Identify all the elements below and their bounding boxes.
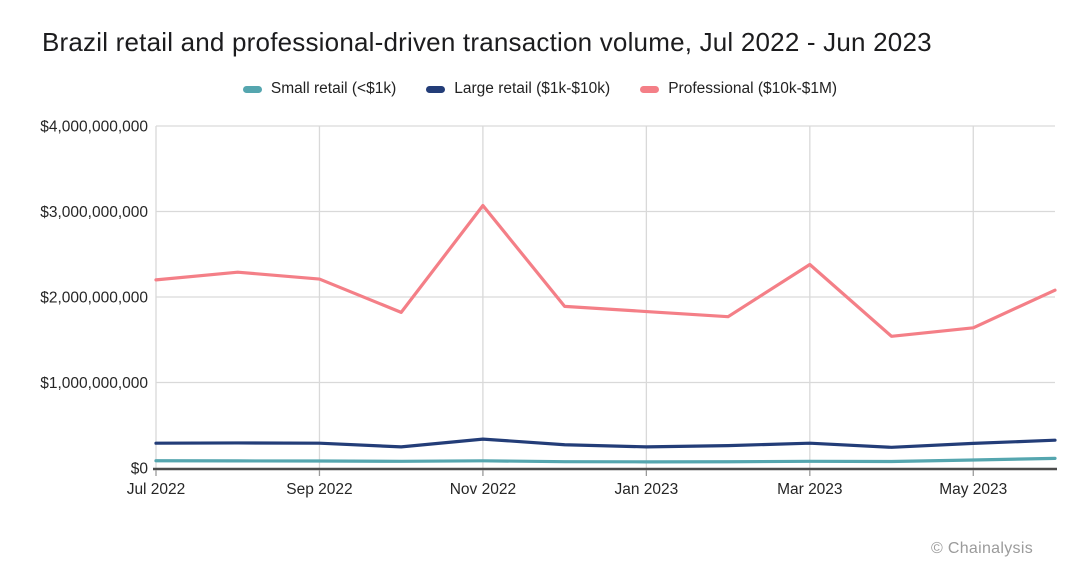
legend-label-small-retail: Small retail (<$1k) <box>270 80 397 97</box>
legend-swatch-small-retail <box>242 85 262 93</box>
chainalysis-credit: © Chainalysis <box>931 540 1033 557</box>
legend-label-large-retail: Large retail ($1k-$10k) <box>454 80 611 97</box>
series-line-professional-10k-1m <box>154 203 1057 338</box>
x-axis-label: May 2023 <box>939 481 1007 498</box>
y-axis-label: $4,000,000,000 <box>40 119 148 136</box>
page-title: Brazil retail and professional-driven tr… <box>42 27 932 57</box>
x-axis-label: Mar 2023 <box>777 481 842 498</box>
y-axis-label: $2,000,000,000 <box>40 290 148 307</box>
x-axis-label: Sep 2022 <box>286 481 352 498</box>
chart-legend: Small retail (<$1k) Large retail ($1k-$1… <box>0 80 1080 98</box>
legend-item-small-retail: Small retail (<$1k) <box>242 80 397 98</box>
series-line-small-retail-1k <box>154 456 1057 464</box>
x-axis-label: Jan 2023 <box>614 481 678 498</box>
legend-item-professional: Professional ($10k-$1M) <box>640 80 837 98</box>
y-axis-label: $0 <box>131 461 149 478</box>
x-axis-label: Jul 2022 <box>127 481 186 498</box>
legend-item-large-retail: Large retail ($1k-$10k) <box>426 80 610 98</box>
y-axis-label: $1,000,000,000 <box>40 375 148 392</box>
legend-swatch-large-retail <box>426 85 446 93</box>
legend-label-professional: Professional ($10k-$1M) <box>668 80 838 97</box>
y-axis-label: $3,000,000,000 <box>40 204 148 221</box>
series-line-large-retail-1k-10k <box>154 437 1057 449</box>
legend-swatch-professional <box>640 85 660 93</box>
x-axis-label: Nov 2022 <box>450 481 516 498</box>
